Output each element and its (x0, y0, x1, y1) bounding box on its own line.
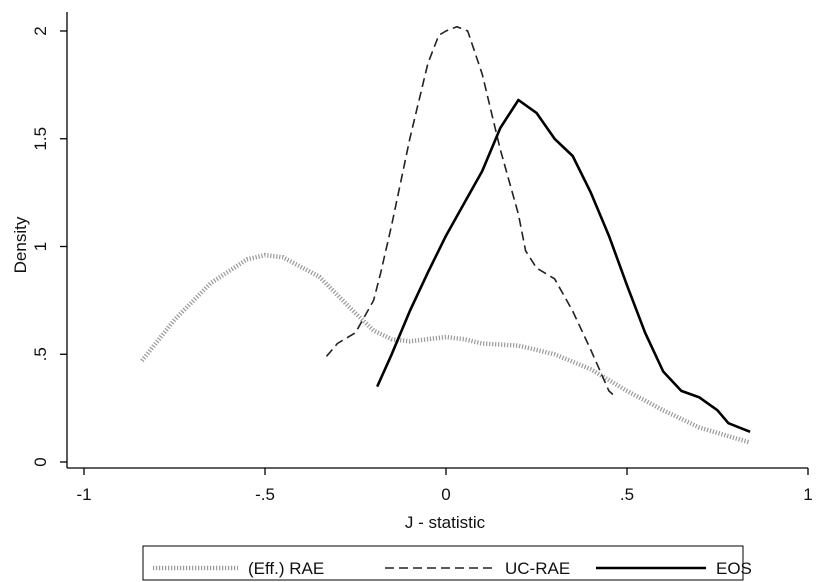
y-axis-title: Density (11, 216, 30, 273)
legend-box (142, 545, 744, 581)
legend-label: (Eff.) RAE (248, 559, 324, 578)
y-axis-ticks: 0 .5 1 1.5 2 (31, 26, 67, 467)
x-tick-label: -.5 (255, 485, 275, 504)
x-tick-label: -1 (76, 485, 91, 504)
y-tick-label: 1 (31, 242, 50, 251)
x-axis-title: J - statistic (405, 513, 486, 532)
x-tick-label: 0 (441, 485, 450, 504)
x-tick-label: .5 (620, 485, 634, 504)
y-tick-label: .5 (31, 347, 50, 361)
x-axis-ticks: -1 -.5 0 .5 1 (76, 468, 813, 504)
series-line-uc-rae (325, 25, 617, 398)
legend: (Eff.) RAE UC-RAE EOS (142, 545, 752, 581)
series-lines (140, 25, 751, 445)
legend-items: (Eff.) RAE UC-RAE EOS (153, 559, 752, 578)
legend-label: UC-RAE (505, 559, 570, 578)
x-tick-label: 1 (803, 485, 812, 504)
y-tick-label: 0 (31, 457, 50, 466)
legend-label: EOS (716, 559, 752, 578)
series-line-eff-rae (140, 252, 751, 445)
series-line-eos (376, 98, 751, 434)
y-tick-label: 1.5 (31, 127, 50, 151)
y-tick-label: 2 (31, 26, 50, 35)
